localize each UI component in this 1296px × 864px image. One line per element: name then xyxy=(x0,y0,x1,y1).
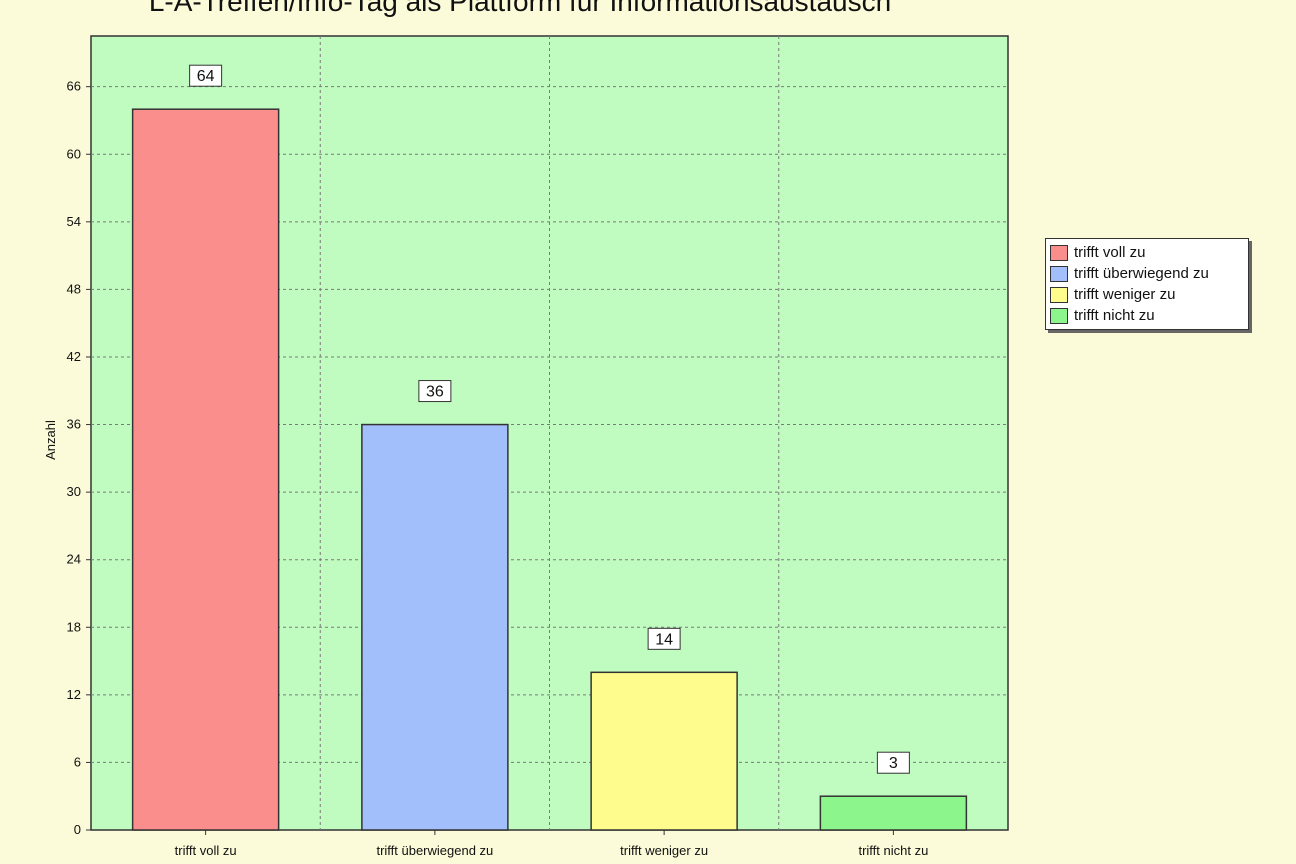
data-label: 36 xyxy=(426,384,444,401)
bar xyxy=(819,795,968,831)
y-tick-label: 36 xyxy=(67,417,81,432)
category-label: trifft überwiegend zu xyxy=(376,843,493,858)
data-label: 3 xyxy=(889,755,898,772)
legend-label: trifft weniger zu xyxy=(1074,286,1176,303)
legend-item: trifft weniger zu xyxy=(1050,284,1244,305)
y-tick-label: 66 xyxy=(67,79,81,94)
legend-item: trifft nicht zu xyxy=(1050,305,1244,326)
legend-swatch xyxy=(1050,286,1068,303)
y-axis-ticks: 0 6 12 18 24 30 36 42 48 54 60 66 xyxy=(67,79,894,837)
legend-label: trifft nicht zu xyxy=(1074,307,1155,324)
bars xyxy=(131,108,968,831)
chart-title: L-A-Treffen/Info-Tag als Plattform für I… xyxy=(148,0,892,17)
y-tick-label: 0 xyxy=(74,822,81,837)
data-label-box xyxy=(647,627,681,650)
y-tick-label: 18 xyxy=(67,619,81,634)
bar xyxy=(590,671,738,831)
legend-swatch xyxy=(1050,265,1068,282)
y-tick-label: 6 xyxy=(74,754,81,769)
bar xyxy=(361,423,509,831)
y-tick-label: 60 xyxy=(67,146,81,161)
y-tick-label: 12 xyxy=(67,687,81,702)
data-label: 64 xyxy=(197,68,215,85)
legend-label: trifft überwiegend zu xyxy=(1074,265,1209,282)
y-tick-label: 24 xyxy=(67,552,81,567)
data-label-box xyxy=(189,64,223,87)
y-tick-label: 30 xyxy=(67,484,81,499)
category-label: trifft weniger zu xyxy=(620,843,708,858)
legend-item: trifft überwiegend zu xyxy=(1050,263,1244,284)
y-tick-label: 42 xyxy=(67,349,81,364)
category-label: trifft nicht zu xyxy=(858,843,928,858)
data-label-box xyxy=(418,380,452,403)
legend-label: trifft voll zu xyxy=(1074,244,1146,261)
bar xyxy=(131,108,280,831)
legend: trifft voll zu trifft überwiegend zu triff… xyxy=(1045,238,1249,330)
legend-swatch xyxy=(1050,307,1068,324)
data-label-box xyxy=(876,751,910,774)
y-tick-label: 54 xyxy=(67,214,81,229)
category-label: trifft voll zu xyxy=(175,843,237,858)
y-axis-title: Anzahl xyxy=(43,420,58,460)
y-tick-label: 48 xyxy=(67,281,81,296)
category-labels: trifft voll zu trifft überwiegend zu triff… xyxy=(175,843,929,858)
legend-item: trifft voll zu xyxy=(1050,242,1244,263)
data-label: 14 xyxy=(655,631,673,648)
data-labels: 64 36 14 3 xyxy=(189,64,910,774)
legend-swatch xyxy=(1050,244,1068,261)
